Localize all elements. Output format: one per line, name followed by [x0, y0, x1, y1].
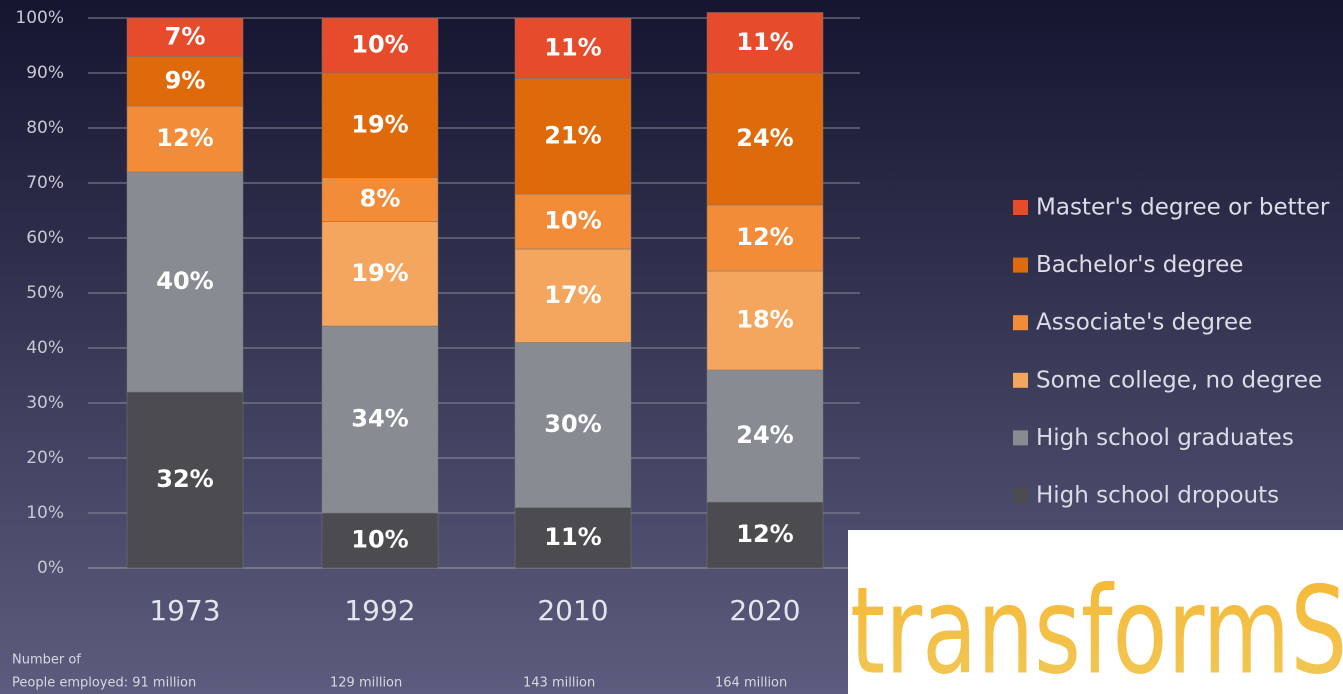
y-tick-label: 100%	[15, 8, 64, 28]
logo-box	[848, 530, 1343, 694]
legend-swatch	[1013, 430, 1028, 446]
y-tick-label: 80%	[26, 118, 64, 138]
bar-segment	[514, 78, 632, 195]
legend-swatch	[1013, 200, 1028, 215]
footnote-label: Number of	[12, 653, 81, 668]
bar-segment	[706, 501, 824, 569]
data-label: 9%	[165, 66, 206, 94]
legend-swatch	[1013, 257, 1028, 273]
data-label: 21%	[544, 121, 601, 149]
legend-label: Associate's degree	[1036, 310, 1252, 336]
bar-segment	[706, 369, 824, 503]
data-label: 8%	[360, 185, 401, 213]
bar-segment	[706, 270, 824, 371]
y-tick-label: 20%	[26, 448, 64, 468]
employed-label: 129 million	[330, 676, 402, 691]
legend-swatch	[1013, 488, 1028, 503]
employed-label: 143 million	[523, 676, 595, 691]
y-tick-label: 50%	[26, 283, 64, 303]
bar-segment	[126, 56, 244, 107]
bar-segment	[514, 342, 632, 508]
x-tick-label: 2010	[537, 594, 608, 627]
y-tick-label: 30%	[26, 393, 64, 413]
data-label: 34%	[351, 405, 408, 433]
bar-segment	[126, 171, 244, 393]
y-tick-label: 40%	[26, 338, 64, 358]
x-tick-label: 1973	[149, 594, 220, 627]
data-label: 32%	[156, 465, 213, 493]
data-label: 10%	[351, 31, 408, 59]
bar-segment	[514, 17, 632, 79]
legend-label: High school dropouts	[1036, 483, 1279, 509]
y-tick-label: 90%	[26, 63, 64, 83]
data-label: 18%	[736, 306, 793, 334]
bar-segment	[514, 248, 632, 343]
employed-label: 164 million	[715, 676, 787, 691]
data-label: 11%	[736, 28, 793, 56]
y-tick-label: 60%	[26, 228, 64, 248]
data-label: 12%	[736, 223, 793, 251]
bar-segment	[514, 193, 632, 250]
legend-label: Bachelor's degree	[1036, 252, 1243, 278]
bar-segment	[321, 17, 439, 74]
bar-segment	[706, 12, 824, 74]
y-tick-label: 0%	[37, 558, 64, 578]
bar-segment	[706, 204, 824, 272]
data-label: 17%	[544, 281, 601, 309]
data-label: 40%	[156, 267, 213, 295]
logo-text: transformSC	[850, 563, 1343, 694]
data-label: 19%	[351, 110, 408, 138]
data-label: 30%	[544, 410, 601, 438]
legend-label: Some college, no degree	[1036, 367, 1322, 393]
legend-swatch	[1013, 372, 1028, 388]
legend-label: High school graduates	[1036, 425, 1294, 451]
x-tick-label: 1992	[344, 594, 415, 627]
employed-label: People employed: 91 million	[12, 676, 196, 691]
data-label: 12%	[156, 124, 213, 152]
y-tick-label: 70%	[26, 173, 64, 193]
bar-segment	[126, 17, 244, 57]
bar-segment	[706, 72, 824, 206]
data-label: 24%	[736, 421, 793, 449]
data-label: 11%	[544, 523, 601, 551]
data-label: 11%	[544, 33, 601, 61]
data-label: 10%	[351, 526, 408, 554]
y-tick-label: 10%	[26, 503, 64, 523]
legend-swatch	[1013, 315, 1028, 331]
data-label: 7%	[165, 22, 206, 50]
data-label: 24%	[736, 124, 793, 152]
data-label: 19%	[351, 259, 408, 287]
bar-segment	[321, 221, 439, 327]
bar-segment	[321, 177, 439, 222]
data-label: 10%	[544, 207, 601, 235]
data-label: 12%	[736, 520, 793, 548]
bar-segment	[514, 507, 632, 569]
logo: transformSC	[848, 530, 1343, 694]
bar-segment	[321, 72, 439, 178]
x-tick-label: 2020	[729, 594, 800, 627]
bar-segment	[126, 105, 244, 173]
legend-label: Master's degree or better	[1036, 195, 1330, 221]
bar-segment	[321, 512, 439, 569]
bar-segment	[126, 391, 244, 569]
